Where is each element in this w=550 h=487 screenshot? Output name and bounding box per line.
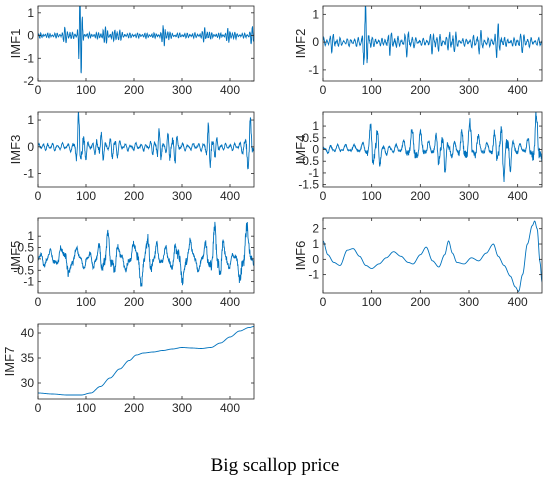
y-tick-label: -0.5 (298, 154, 319, 168)
x-tick-label: 400 (220, 401, 240, 415)
y-tick-label: -1 (23, 51, 34, 65)
plot-frame (322, 217, 543, 294)
y-tick-label: -1.5 (298, 178, 319, 192)
y-tick-label: 0 (27, 252, 34, 266)
x-tick-label: 300 (459, 189, 479, 203)
y-tick-label: 1 (312, 119, 319, 133)
x-tick-label: 100 (362, 189, 382, 203)
y-tick-label: 1 (312, 7, 319, 21)
plot-frame (37, 217, 255, 294)
y-tick-label: 1 (27, 6, 34, 20)
y-tick-label: 1 (27, 113, 34, 127)
y-tick-label: -1 (23, 275, 34, 289)
x-tick-label: 0 (320, 295, 327, 309)
x-tick-label: 100 (76, 295, 96, 309)
y-tick-label: -0.5 (13, 263, 34, 277)
series-line (38, 6, 254, 74)
x-tick-label: 400 (508, 295, 528, 309)
x-tick-label: 0 (320, 83, 327, 97)
y-tick-label: 0 (312, 143, 319, 157)
plot-frame (37, 111, 255, 188)
subplot-imf7: 0 100 200 300 400 40 35 30 IMF7 (2, 323, 255, 415)
plot-frame (322, 5, 543, 82)
x-tick-label: 100 (76, 401, 96, 415)
y-axis-label: IMF2 (293, 29, 308, 59)
series-line (323, 220, 542, 293)
y-tick-label: -2 (23, 74, 34, 88)
x-tick-label: 300 (172, 295, 192, 309)
series-line (38, 221, 254, 287)
x-tick-label: 200 (124, 401, 144, 415)
series-line (38, 112, 254, 170)
y-tick-label: 0 (27, 140, 34, 154)
x-tick-label: 0 (35, 189, 42, 203)
series-line (38, 326, 254, 396)
subplot-imf1: 0 100 200 300 400 1 0 -1 -2 IMF1 (8, 5, 255, 97)
x-tick-label: 300 (172, 401, 192, 415)
x-tick-label: 100 (76, 189, 96, 203)
x-tick-label: 100 (76, 83, 96, 97)
figure-caption: Big scallop price (210, 455, 340, 476)
x-tick-label: 100 (362, 295, 382, 309)
y-tick-label: 30 (21, 376, 35, 390)
y-tick-label: 0 (312, 35, 319, 49)
y-tick-label: 1 (312, 237, 319, 251)
x-tick-label: 200 (124, 295, 144, 309)
x-tick-label: 0 (35, 295, 42, 309)
plot-frame (37, 5, 255, 82)
x-tick-label: 300 (459, 83, 479, 97)
y-tick-label: 0.5 (17, 241, 34, 255)
series-line (323, 112, 542, 182)
y-tick-label: -1 (308, 268, 319, 282)
y-tick-label: 0 (27, 29, 34, 43)
y-tick-label: 1 (27, 229, 34, 243)
x-tick-label: 400 (508, 189, 528, 203)
y-tick-label: 0 (312, 252, 319, 266)
y-axis-label: IMF7 (2, 347, 17, 377)
y-axis-label: IMF4 (293, 135, 308, 165)
y-tick-label: -1 (23, 167, 34, 181)
plot-frame (37, 323, 255, 400)
y-axis-label: IMF3 (8, 135, 23, 165)
y-axis-label: IMF6 (293, 241, 308, 271)
y-tick-label: -1 (308, 166, 319, 180)
x-tick-label: 0 (35, 401, 42, 415)
series-line (323, 6, 542, 65)
x-tick-label: 200 (410, 83, 430, 97)
x-tick-label: 400 (508, 83, 528, 97)
x-tick-label: 400 (220, 295, 240, 309)
x-tick-label: 0 (320, 189, 327, 203)
x-tick-label: 200 (410, 295, 430, 309)
y-tick-label: -1 (308, 63, 319, 77)
x-tick-label: 300 (172, 83, 192, 97)
x-tick-label: 200 (124, 83, 144, 97)
x-tick-label: 400 (220, 83, 240, 97)
y-tick-label: 0.5 (302, 131, 319, 145)
y-tick-label: 35 (21, 351, 35, 365)
x-tick-label: 100 (362, 83, 382, 97)
x-tick-label: 400 (220, 189, 240, 203)
x-tick-label: 0 (35, 83, 42, 97)
x-tick-label: 300 (459, 295, 479, 309)
y-axis-label: IMF1 (8, 29, 23, 59)
x-tick-label: 200 (410, 189, 430, 203)
y-axis-label: IMF5 (8, 241, 23, 271)
y-tick-label: 2 (312, 222, 319, 236)
x-tick-label: 300 (172, 189, 192, 203)
x-tick-label: 200 (124, 189, 144, 203)
y-tick-label: 40 (21, 326, 35, 340)
